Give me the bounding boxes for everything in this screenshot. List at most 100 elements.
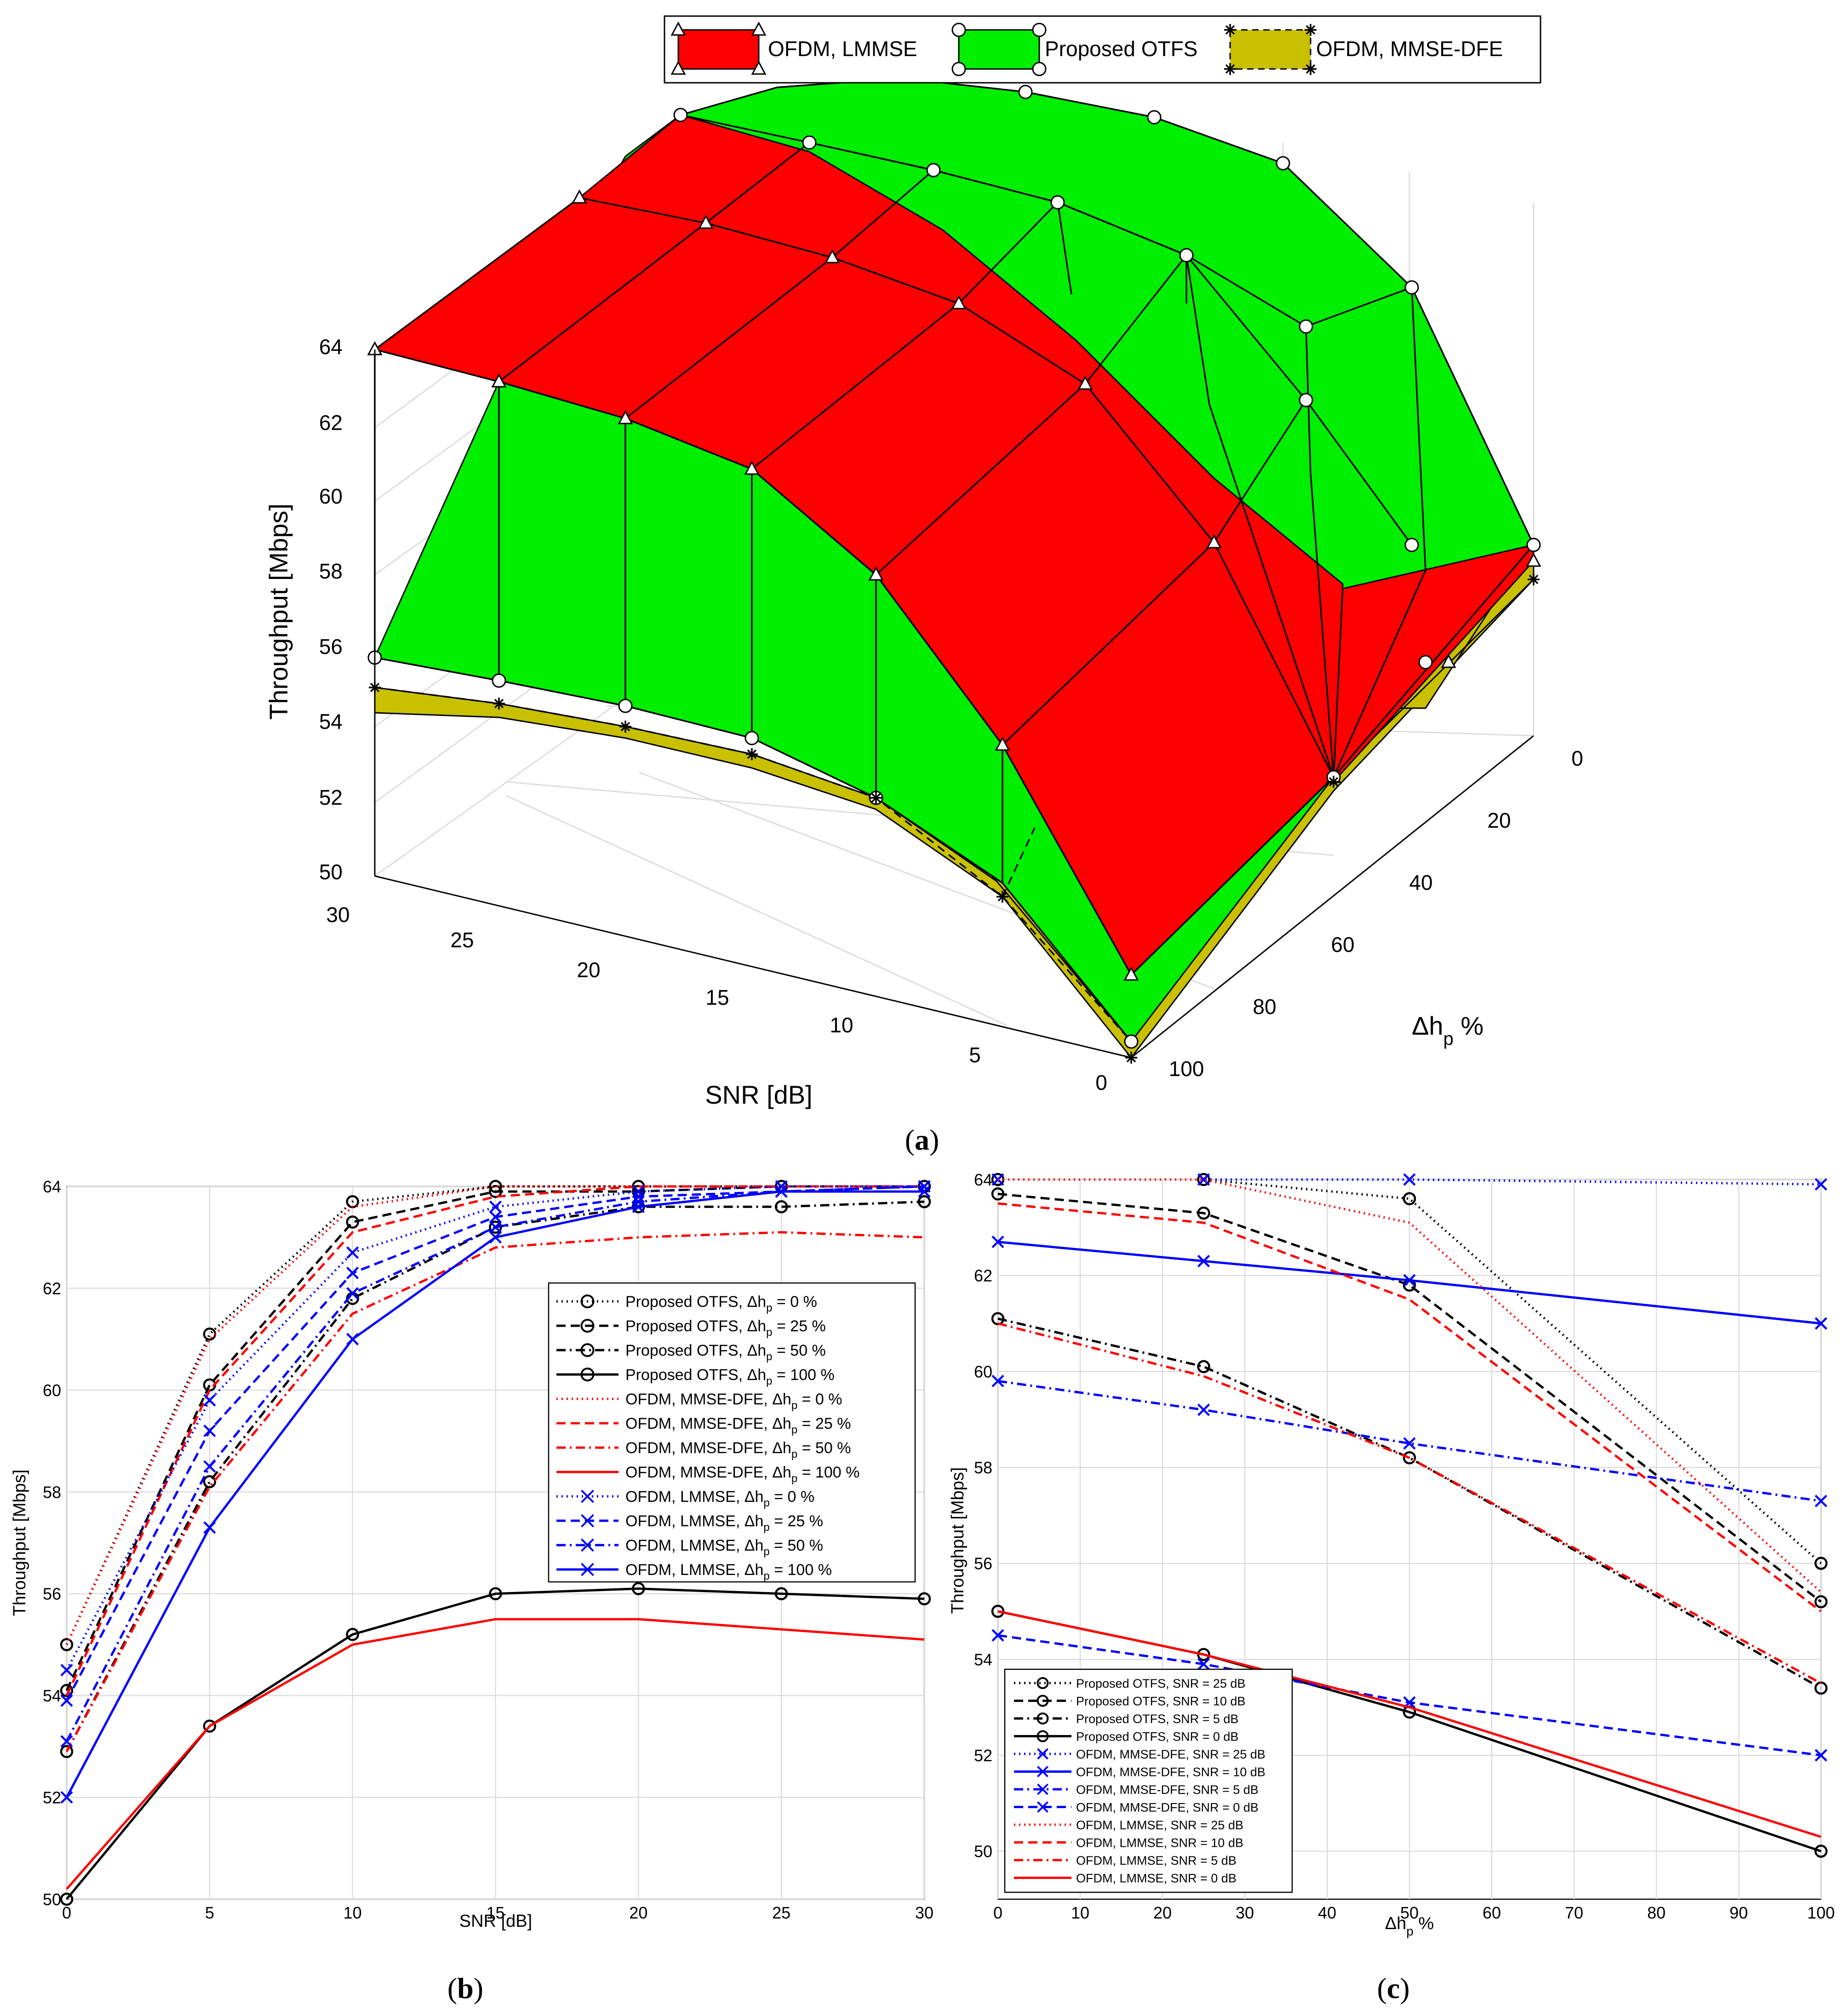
b-legend-label-suffix: = 100 % [773,1366,835,1384]
legend-swatch-lmmse [677,29,760,70]
c-legend-label-main: OFDM, MMSE-DFE, SNR = 0 dB [1076,1801,1259,1815]
c-legend-label: Proposed OTFS, SNR = 10 dB [1076,1695,1245,1708]
legend-label-mmse-dfe: OFDM, MMSE-DFE [1316,37,1503,61]
b-legend-label-main: OFDM, LMMSE, Δh [625,1537,763,1554]
b-y-tick: 56 [43,1585,61,1604]
legend-swatch-otfs [958,29,1040,70]
a-marker-otfs [1299,319,1313,334]
panel-b-legend: Proposed OTFS, Δhp = 0 % Proposed OTFS, Δ… [548,1282,916,1583]
b-data-point [774,1587,788,1600]
a-marker-lmmse [825,249,840,263]
b-legend-label: Proposed OTFS, Δhp = 0 % [625,1293,817,1314]
panel-c-legend: Proposed OTFS, SNR = 25 dB Proposed OTFS,… [1004,1668,1293,1893]
b-data-point [203,1424,216,1438]
a-z-tick: 56 [319,635,343,659]
b-y-tick: 52 [43,1788,61,1807]
a-marker-lmmse [1123,966,1139,981]
c-data-point [991,1375,1004,1387]
c-y-tick: 56 [974,1554,992,1573]
b-data-point [489,1231,502,1244]
b-legend-marker [581,1489,594,1503]
c-legend-marker [1037,1766,1048,1777]
b-data-point [346,1628,359,1641]
c-legend-label-main: Proposed OTFS, SNR = 10 dB [1076,1695,1245,1708]
b-legend-label-main: OFDM, LMMSE, Δh [625,1561,763,1579]
c-x-label: Δhp % [1385,1914,1434,1938]
b-legend-label-suffix: = 100 % [770,1561,832,1579]
c-data-point [991,1187,1005,1201]
c-legend-label-main: OFDM, MMSE-DFE, SNR = 5 dB [1076,1783,1259,1797]
a-x-tick: 25 [450,928,474,952]
c-data-point [1197,1254,1210,1267]
c-legend-label: OFDM, LMMSE, SNR = 25 dB [1076,1818,1243,1832]
a-marker-lmmse [744,460,760,475]
a-marker-otfs [1526,538,1541,552]
b-data-point [489,1587,502,1600]
b-data-point [203,1460,216,1473]
c-data-point [1815,1495,1827,1507]
panel-c-series [991,1173,1828,1858]
b-legend-label: OFDM, MMSE-DFE, Δhp = 0 % [625,1391,842,1412]
a-marker-mmse-dfe [1328,776,1340,788]
b-y-tick: 62 [43,1279,61,1298]
b-data-point [918,1180,931,1193]
b-data-point [917,1195,931,1208]
a-x-label: SNR [dB] [705,1080,812,1109]
b-series-7 [66,1618,925,1890]
c-legend-label-main: OFDM, MMSE-DFE, SNR = 25 dB [1076,1747,1266,1761]
b-legend-marker [581,1538,594,1552]
a-marker-mmse-dfe [870,792,882,804]
b-data-point [346,1215,359,1229]
c-legend-label: Proposed OTFS, SNR = 25 dB [1076,1677,1245,1690]
c-data-point [1197,1360,1210,1374]
a-z-tick: 58 [319,559,343,583]
panel-b-ticks: 0 5 10 15 20 25 30 64 62 60 58 56 54 52 50 [43,1177,933,1922]
a-y-tick: 20 [1487,808,1511,832]
a-z-tick: 52 [319,785,343,809]
legend-marker-star [1305,24,1317,36]
a-marker-otfs [1124,1034,1139,1049]
c-legend-label: OFDM, MMSE-DFE, SNR = 25 dB [1076,1747,1266,1761]
b-data-point [632,1185,645,1198]
b-data-point [60,1664,73,1677]
c-series-line [998,1178,1821,1186]
b-data-point [489,1185,502,1198]
b-legend-label-main: Proposed OTFS, Δh [625,1342,766,1359]
panel-a-markers [367,85,1541,1064]
b-legend-marker [580,1319,595,1333]
c-y-tick: 62 [974,1266,992,1285]
legend-swatch-mmse-dfe [1229,29,1311,70]
a-marker-otfs [926,163,941,178]
c-x-tick: 50 [1400,1903,1419,1922]
a-z-tick: 60 [319,484,343,508]
b-data-point [60,1684,74,1697]
b-data-point [60,1735,73,1748]
a-marker-otfs [492,673,506,688]
a-marker-lmmse [1526,552,1541,567]
a-marker-otfs [1418,655,1433,670]
b-series-6 [65,1231,925,1753]
a-y-tick: 60 [1331,933,1354,956]
a-marker-otfs [1276,156,1290,171]
c-series-line [997,1610,1821,1838]
b-legend-label-main: OFDM, LMMSE, Δh [625,1488,763,1506]
b-x-tick: 0 [62,1903,71,1922]
c-series-9 [997,1202,1822,1612]
b-legend-label-sub: p [766,1326,772,1339]
a-z-tick: 64 [319,335,343,359]
b-data-point [775,1185,788,1198]
b-data-point [489,1200,502,1213]
c-data-point [1815,1749,1827,1762]
a-x-tick: 20 [577,958,600,982]
legend-marker-circle [951,23,966,37]
b-x-label: SNR [dB] [459,1912,532,1931]
b-y-tick: 54 [43,1686,61,1705]
b-data-point [60,1638,74,1651]
a-marker-otfs [618,699,633,713]
b-y-tick: 60 [43,1381,61,1400]
a-y-label: Δhp % [1412,1011,1483,1049]
b-legend-label-sub: p [763,1497,769,1509]
b-data-point [774,1200,788,1214]
b-legend-label: OFDM, LMMSE, Δhp = 0 % [625,1488,814,1509]
b-legend-label-sub: p [791,1424,797,1436]
